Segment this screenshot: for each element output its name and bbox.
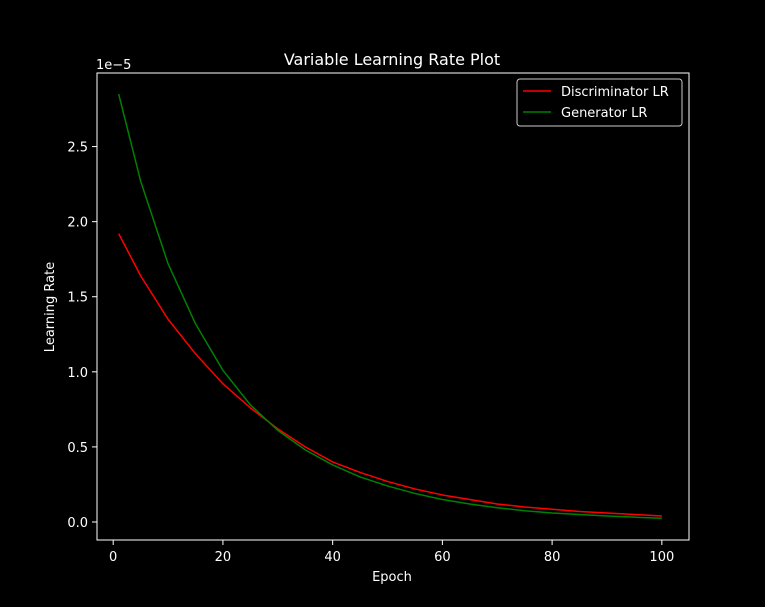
chart-title: Variable Learning Rate Plot <box>284 50 500 69</box>
y-axis-label: Learning Rate <box>43 262 58 352</box>
x-tick-label: 80 <box>544 550 561 565</box>
legend-label: Discriminator LR <box>561 85 669 100</box>
y-tick-label: 0.5 <box>67 441 88 456</box>
y-tick-label: 2.5 <box>67 141 88 156</box>
series-line-generator-lr <box>117 93 662 519</box>
y-tick-label: 2.0 <box>67 216 88 231</box>
legend-label: Generator LR <box>561 106 647 121</box>
ticks: 0 20 40 60 80 100 0.0 0.5 1.0 1.5 2.0 2.5 <box>67 141 674 565</box>
y-tick-label: 0.0 <box>67 516 88 531</box>
y-tick-label: 1.0 <box>67 366 88 381</box>
x-axis-label: Epoch <box>372 570 412 585</box>
x-tick-label: 0 <box>109 550 117 565</box>
legend-box <box>516 78 683 127</box>
legend: Discriminator LR Generator LR <box>516 78 683 127</box>
x-tick-label: 40 <box>324 550 341 565</box>
y-offset-label: 1e−5 <box>96 58 131 73</box>
x-tick-label: 100 <box>649 550 674 565</box>
series-line-discriminator-lr <box>118 233 662 517</box>
axes <box>96 72 690 541</box>
x-tick-label: 60 <box>434 550 451 565</box>
plot-frame <box>96 72 690 541</box>
y-tick-label: 1.5 <box>67 291 88 306</box>
series-lines <box>117 93 662 519</box>
x-tick-label: 20 <box>215 550 232 565</box>
